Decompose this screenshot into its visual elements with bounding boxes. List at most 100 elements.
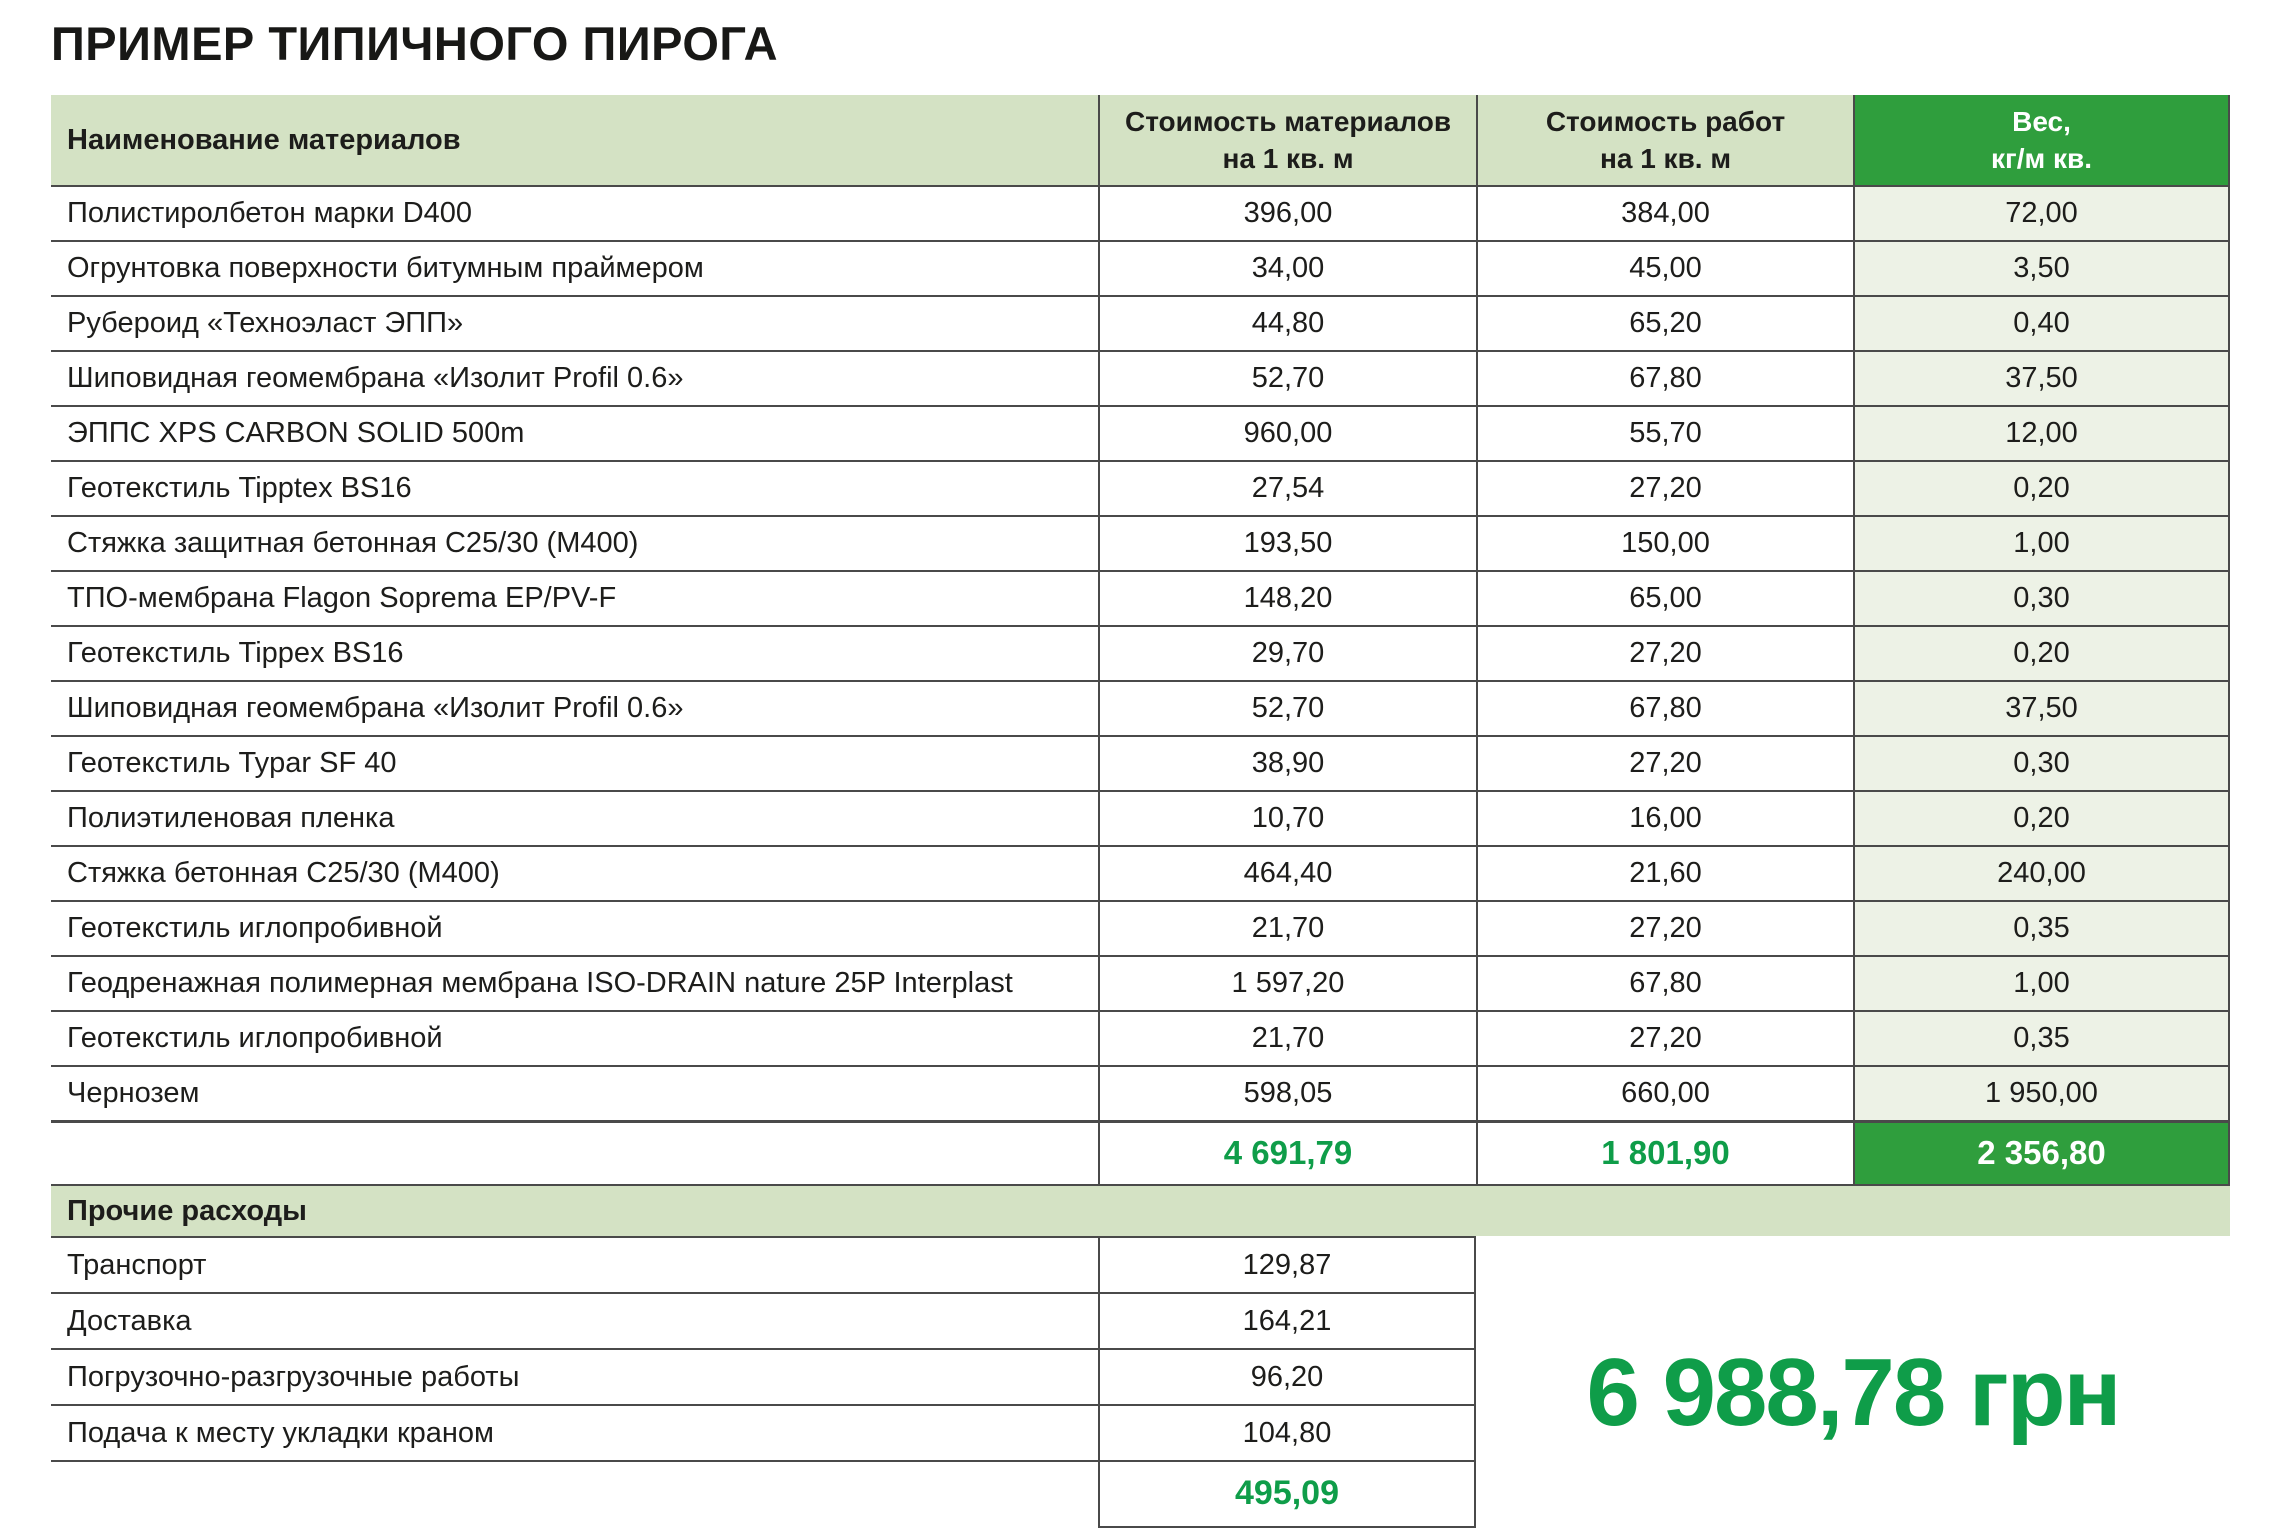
table-row: Шиповидная геомембрана «Изолит Profil 0.…	[51, 680, 2230, 735]
weight-cell: 0,20	[1853, 462, 2230, 515]
work-cost-cell: 55,70	[1476, 407, 1853, 460]
weight-cell: 240,00	[1853, 847, 2230, 900]
weight-cell: 3,50	[1853, 242, 2230, 295]
material-cost-cell: 960,00	[1098, 407, 1476, 460]
material-name-cell: Геодренажная полимерная мембрана ISO-DRA…	[51, 957, 1098, 1010]
work-cost-cell: 27,20	[1476, 737, 1853, 790]
expense-value-cell: 129,87	[1098, 1238, 1476, 1292]
totals-spacer-cell	[51, 1123, 1098, 1184]
expense-name-cell: Погрузочно-разгрузочные работы	[51, 1350, 1098, 1404]
material-cost-cell: 396,00	[1098, 187, 1476, 240]
material-name-cell: Шиповидная геомембрана «Изолит Profil 0.…	[51, 682, 1098, 735]
material-cost-cell: 44,80	[1098, 297, 1476, 350]
table-row: Геодренажная полимерная мембрана ISO-DRA…	[51, 955, 2230, 1010]
weight-cell: 1,00	[1853, 517, 2230, 570]
material-name-cell: Полиэтиленовая пленка	[51, 792, 1098, 845]
material-name-cell: Чернозем	[51, 1067, 1098, 1120]
expense-row: Погрузочно-разгрузочные работы 96,20	[51, 1348, 1476, 1404]
table-header-row: Наименование материалов Стоимость матери…	[51, 95, 2230, 185]
weight-cell: 0,30	[1853, 572, 2230, 625]
table-row: Чернозем 598,05 660,00 1 950,00	[51, 1065, 2230, 1120]
header-label-line: Вес,	[2012, 106, 2071, 138]
header-label-line: Стоимость работ	[1545, 106, 1786, 138]
expense-name-cell: Доставка	[51, 1294, 1098, 1348]
materials-cost-total: 4 691,79	[1098, 1123, 1476, 1184]
material-name-cell: ЭППС XPS CARBON SOLID 500m	[51, 407, 1098, 460]
table-row: Огрунтовка поверхности битумным праймеро…	[51, 240, 2230, 295]
table-row: Геотекстиль иглопробивной 21,70 27,20 0,35	[51, 900, 2230, 955]
expense-name-cell: Подача к месту укладки краном	[51, 1406, 1098, 1460]
expenses-total-value: 495,09	[1098, 1462, 1476, 1528]
material-name-cell: Рубероид «Техноэласт ЭПП»	[51, 297, 1098, 350]
material-cost-cell: 598,05	[1098, 1067, 1476, 1120]
expense-row: Транспорт 129,87	[51, 1236, 1476, 1292]
material-name-cell: Геотекстиль Tippex BS16	[51, 627, 1098, 680]
work-cost-cell: 27,20	[1476, 902, 1853, 955]
material-cost-cell: 29,70	[1098, 627, 1476, 680]
expense-row: Подача к месту укладки краном 104,80	[51, 1404, 1476, 1460]
table-row: Геотекстиль Tipptex BS16 27,54 27,20 0,20	[51, 460, 2230, 515]
expense-value-cell: 164,21	[1098, 1294, 1476, 1348]
material-name-cell: Геотекстиль иглопробивной	[51, 902, 1098, 955]
material-cost-cell: 1 597,20	[1098, 957, 1476, 1010]
weight-cell: 0,30	[1853, 737, 2230, 790]
material-name-cell: Стяжка бетонная С25/30 (М400)	[51, 847, 1098, 900]
table-row: Полиэтиленовая пленка 10,70 16,00 0,20	[51, 790, 2230, 845]
totals-row: 4 691,79 1 801,90 2 356,80	[51, 1120, 2230, 1184]
work-cost-cell: 660,00	[1476, 1067, 1853, 1120]
table-row: Шиповидная геомембрана «Изолит Profil 0.…	[51, 350, 2230, 405]
other-expenses-header: Прочие расходы	[51, 1184, 2230, 1236]
header-label-line: Стоимость материалов	[1124, 106, 1452, 138]
material-name-cell: ТПО-мембрана Flagon Soprema EP/PV-F	[51, 572, 1098, 625]
weight-cell: 72,00	[1853, 187, 2230, 240]
works-cost-total: 1 801,90	[1476, 1123, 1853, 1184]
material-name-cell: Полистиролбетон марки D400	[51, 187, 1098, 240]
material-cost-cell: 21,70	[1098, 1012, 1476, 1065]
header-label: Наименование материалов	[67, 123, 461, 156]
table-row: Стяжка защитная бетонная С25/30 (М400) 19…	[51, 515, 2230, 570]
material-cost-cell: 464,40	[1098, 847, 1476, 900]
other-expenses-label: Прочие расходы	[67, 1194, 307, 1227]
header-label-line: на 1 кв. м	[1599, 142, 1732, 174]
page-title: ПРИМЕР ТИПИЧНОГО ПИРОГА	[51, 17, 779, 70]
weight-cell: 37,50	[1853, 352, 2230, 405]
weight-cell: 0,40	[1853, 297, 2230, 350]
weight-cell: 1 950,00	[1853, 1067, 2230, 1120]
table-row: Рубероид «Техноэласт ЭПП» 44,80 65,20 0,40	[51, 295, 2230, 350]
weight-cell: 0,20	[1853, 792, 2230, 845]
table-row: Полистиролбетон марки D400 396,00 384,00 72…	[51, 185, 2230, 240]
material-cost-cell: 38,90	[1098, 737, 1476, 790]
materials-rows: Полистиролбетон марки D400 396,00 384,00 72…	[51, 185, 2230, 1120]
header-label-line: кг/м кв.	[1991, 142, 2092, 174]
weight-cell: 12,00	[1853, 407, 2230, 460]
work-cost-cell: 45,00	[1476, 242, 1853, 295]
table-row: ЭППС XPS CARBON SOLID 500m 960,00 55,70 12,…	[51, 405, 2230, 460]
work-cost-cell: 21,60	[1476, 847, 1853, 900]
table-row: ТПО-мембрана Flagon Soprema EP/PV-F 148,2…	[51, 570, 2230, 625]
weight-cell: 0,20	[1853, 627, 2230, 680]
material-cost-cell: 21,70	[1098, 902, 1476, 955]
weight-cell: 0,35	[1853, 1012, 2230, 1065]
material-name-cell: Шиповидная геомембрана «Изолит Profil 0.…	[51, 352, 1098, 405]
expense-name-cell: Транспорт	[51, 1238, 1098, 1292]
material-name-cell: Стяжка защитная бетонная С25/30 (М400)	[51, 517, 1098, 570]
expense-row: Доставка 164,21	[51, 1292, 1476, 1348]
work-cost-cell: 65,20	[1476, 297, 1853, 350]
header-label-line: на 1 кв. м	[1222, 142, 1354, 174]
work-cost-cell: 27,20	[1476, 462, 1853, 515]
header-materials-name: Наименование материалов	[51, 95, 1098, 185]
work-cost-cell: 384,00	[1476, 187, 1853, 240]
table-row: Геотекстиль иглопробивной 21,70 27,20 0,35	[51, 1010, 2230, 1065]
material-cost-cell: 148,20	[1098, 572, 1476, 625]
material-cost-cell: 52,70	[1098, 352, 1476, 405]
material-cost-cell: 193,50	[1098, 517, 1476, 570]
work-cost-cell: 67,80	[1476, 682, 1853, 735]
weight-cell: 0,35	[1853, 902, 2230, 955]
material-name-cell: Огрунтовка поверхности битумным праймеро…	[51, 242, 1098, 295]
other-expenses-total-row: 495,09	[51, 1460, 1476, 1528]
material-cost-cell: 10,70	[1098, 792, 1476, 845]
work-cost-cell: 27,20	[1476, 627, 1853, 680]
work-cost-cell: 150,00	[1476, 517, 1853, 570]
weight-total: 2 356,80	[1853, 1123, 2230, 1184]
